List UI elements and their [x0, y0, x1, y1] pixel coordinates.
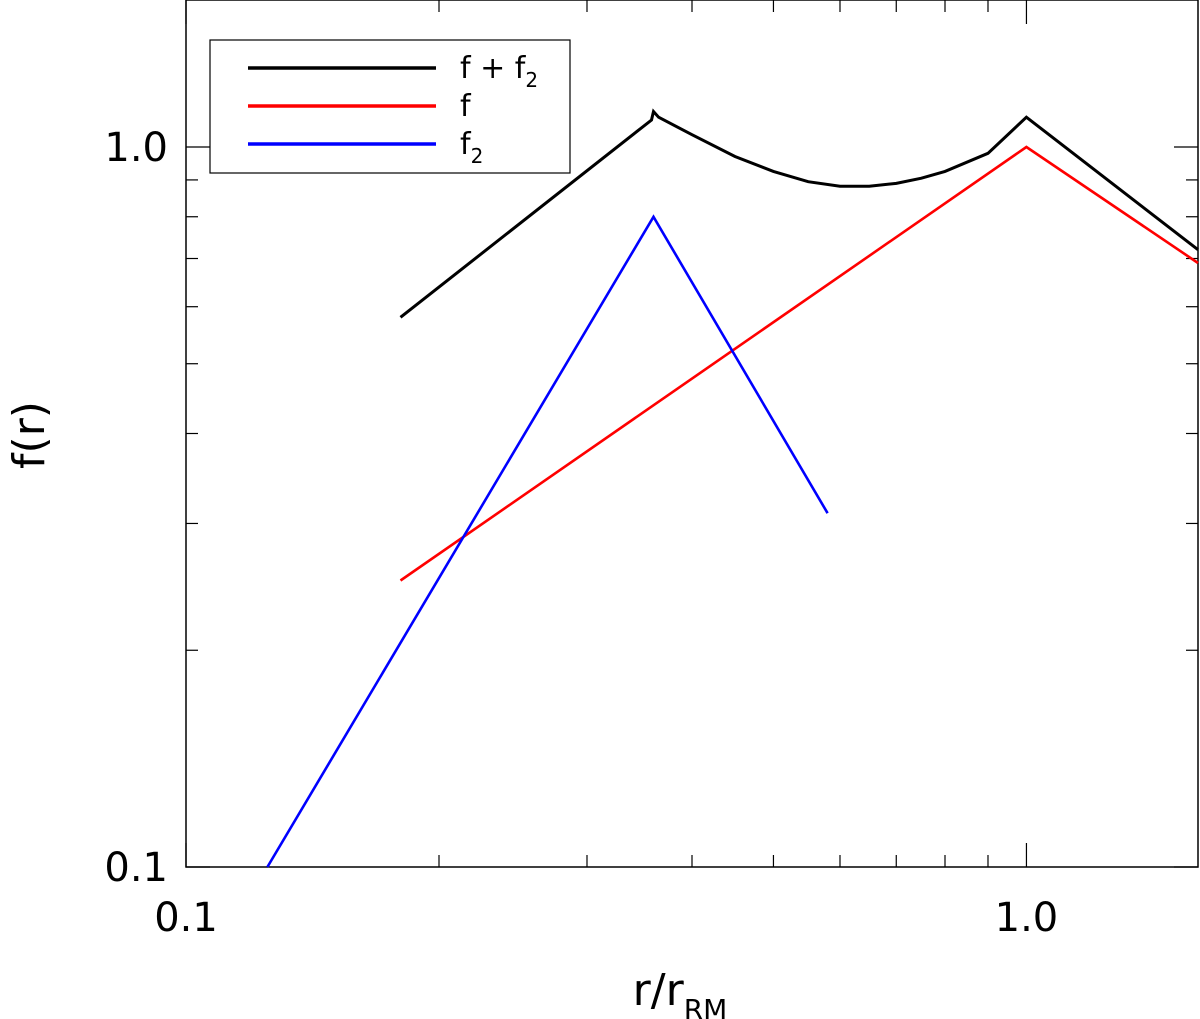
legend-label-main: f: [460, 127, 472, 162]
series-line-1: [399, 108, 1199, 319]
legend-label-sub: 2: [471, 144, 484, 168]
axis-ticks: [185, 0, 1198, 868]
x-axis-title-sub: RM: [684, 993, 728, 1019]
y-tick-label: 0.1: [104, 845, 168, 891]
legend-label-main: f + f: [460, 51, 527, 86]
x-axis-title: r/rRM: [633, 965, 728, 1019]
tick-labels: 0.1 1.0 0.1 1.0: [104, 125, 1058, 941]
y-tick-label: 1.0: [104, 125, 168, 171]
series-layer: [266, 108, 1199, 868]
x-tick-label: 0.1: [154, 895, 218, 941]
x-tick-label: 1.0: [995, 895, 1059, 941]
series-line-2: [399, 145, 1199, 582]
series-line-3: [266, 214, 829, 868]
legend-label-main: f: [460, 89, 472, 124]
legend-label-sub: 2: [525, 68, 538, 92]
legend-label-3: f2: [460, 127, 483, 168]
x-axis-title-main: r/r: [633, 965, 685, 1016]
y-axis-title: f(r): [4, 401, 55, 469]
legend-label-1: f + f2: [460, 51, 538, 92]
legend-label-2: f: [460, 89, 472, 124]
